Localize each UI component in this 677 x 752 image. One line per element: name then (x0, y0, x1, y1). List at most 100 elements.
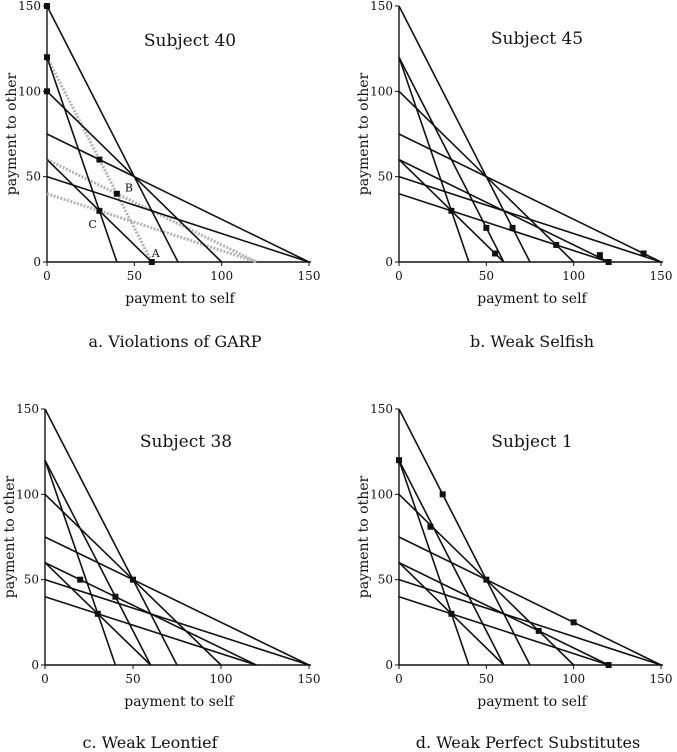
y-tick-label: 100 (370, 84, 393, 98)
y-tick-label: 50 (378, 170, 393, 184)
budget-line (398, 56, 470, 263)
x-tick-label: 150 (650, 672, 673, 686)
choice-point (44, 54, 50, 61)
y-tick-label: 50 (378, 573, 393, 587)
highlighted-budget-line (46, 192, 258, 264)
point-label-b: B (125, 182, 133, 195)
budget-line (44, 408, 178, 666)
x-axis-label: payment to self (125, 291, 236, 307)
subject-label: Subject 45 (491, 29, 583, 49)
budget-line (398, 133, 662, 263)
x-tick-label: 100 (210, 672, 233, 686)
choice-point (148, 259, 155, 265)
x-axis-label: payment to self (477, 291, 588, 307)
choice-point (96, 207, 103, 214)
x-axis-label: payment to self (124, 694, 235, 710)
x-axis-label: payment to self (477, 694, 588, 710)
x-tick-label: 0 (41, 672, 49, 686)
y-axis-label: payment to other (4, 72, 20, 195)
x-tick-label: 50 (479, 269, 494, 283)
budget-line (398, 536, 662, 666)
y-tick-label: 150 (370, 402, 393, 416)
choice-point (94, 610, 101, 617)
choice-point (596, 252, 603, 259)
choice-point (439, 491, 446, 498)
subject-label: Subject 1 (491, 432, 572, 452)
point-label-c: C (88, 218, 96, 231)
y-tick-label: 100 (18, 84, 41, 98)
choice-point (96, 156, 103, 163)
y-tick-label: 150 (16, 402, 39, 416)
budget-line (398, 459, 470, 666)
y-tick-label: 150 (370, 0, 393, 13)
budget-line (46, 5, 179, 263)
x-tick-label: 150 (298, 269, 321, 283)
y-axis-label: payment to other (2, 475, 18, 598)
chart-panel-4: 00 50 50 100 100 150 150 payment to self payment… (356, 402, 672, 752)
choice-point (113, 190, 120, 197)
y-tick-label: 50 (26, 170, 41, 184)
budget-line (398, 158, 609, 263)
choice-point (640, 250, 647, 257)
choice-point (396, 457, 402, 464)
panel-caption: c. Weak Leontief (82, 733, 218, 752)
budget-line (398, 595, 609, 666)
choice-point (483, 224, 490, 231)
choice-point (448, 207, 455, 214)
subject-label: Subject 38 (140, 432, 232, 452)
choice-point (535, 627, 542, 634)
budget-line (44, 561, 257, 666)
subject-label: Subject 40 (144, 31, 236, 51)
x-tick-label: 50 (479, 672, 494, 686)
budget-line (398, 56, 505, 263)
choice-point (605, 259, 612, 265)
x-tick-label: 100 (562, 269, 585, 283)
x-tick-label: 50 (125, 672, 140, 686)
choice-point (44, 88, 50, 95)
point-label-a: A (151, 247, 161, 260)
budget-line (398, 192, 609, 263)
panel-caption: d. Weak Perfect Substitutes (416, 733, 640, 752)
choice-point (509, 224, 516, 231)
panel-caption: a. Violations of GARP (89, 332, 262, 351)
choice-point (44, 3, 50, 9)
choice-point (570, 619, 577, 626)
choice-point (427, 523, 434, 530)
x-tick-label: 150 (298, 672, 321, 686)
x-tick-label: 100 (562, 672, 585, 686)
chart-panel-2: 00 50 50 100 100 150 150 payment to self payment… (356, 0, 672, 351)
budget-line (398, 459, 505, 666)
y-tick-label: 100 (16, 487, 39, 501)
budget-line (46, 56, 118, 263)
choice-point (483, 576, 490, 583)
choice-point (130, 576, 136, 583)
x-tick-label: 150 (650, 269, 673, 283)
choice-point (553, 241, 560, 248)
panel-caption: b. Weak Selfish (470, 332, 594, 351)
choice-point (112, 593, 119, 600)
budget-line (398, 5, 531, 263)
choice-point (448, 610, 455, 617)
choice-point (492, 250, 499, 257)
y-tick-label: 150 (18, 0, 41, 13)
y-tick-label: 0 (385, 658, 393, 672)
choice-point (77, 576, 84, 583)
y-axis-label: payment to other (356, 72, 372, 195)
budget-line (398, 408, 531, 666)
x-tick-label: 0 (395, 672, 403, 686)
budget-line (44, 595, 257, 666)
budget-line (44, 459, 117, 666)
choice-point (605, 662, 612, 668)
x-tick-label: 100 (210, 269, 233, 283)
y-tick-label: 50 (24, 573, 39, 587)
y-tick-label: 100 (370, 487, 393, 501)
x-tick-label: 50 (127, 269, 142, 283)
y-axis-label: payment to other (356, 475, 372, 598)
y-tick-label: 0 (31, 658, 39, 672)
budget-line (44, 536, 310, 666)
x-tick-label: 0 (43, 269, 51, 283)
chart-panel-3: 00 50 50 100 100 150 150 payment to self payment… (2, 402, 320, 752)
y-tick-label: 0 (33, 255, 41, 269)
